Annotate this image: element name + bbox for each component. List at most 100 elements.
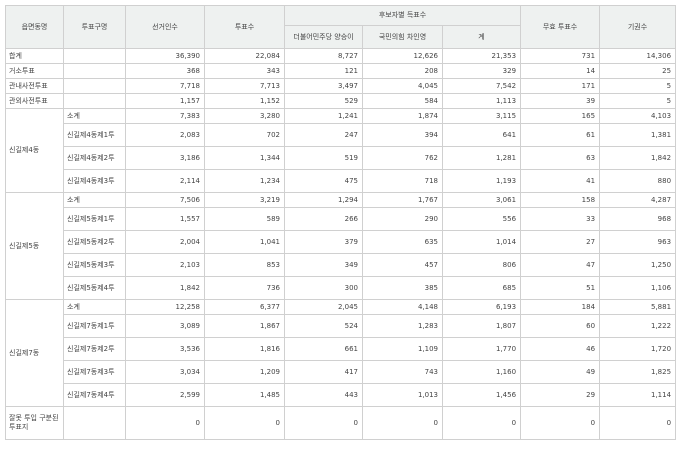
value-cell: 519 [284,146,363,170]
value-cell: 762 [362,146,443,170]
value-cell: 1,281 [441,146,522,170]
vote-type-cell: 신길제7동제1투 [63,314,126,338]
vote-type-cell [63,48,126,64]
table-row: 신길제5동제2투 2,004 1,041 379 635 1,014 27 963 [6,230,677,254]
value-cell: 2,083 [125,123,205,147]
value-cell: 3,115 [441,108,522,124]
vote-type-cell [63,78,126,94]
district-cell: 잘못 투입 구분된 투표지 [5,406,64,440]
value-cell: 36,390 [125,48,205,64]
value-cell: 1,842 [599,146,677,170]
value-cell: 33 [520,207,601,231]
header-candidate-total: 계 [441,25,522,49]
value-cell: 8,727 [284,48,363,64]
value-cell: 2,103 [125,253,205,277]
value-cell: 6,377 [204,299,285,315]
value-cell: 1,241 [284,108,363,124]
table-row: 관외사전투표 1,157 1,152 529 584 1,113 39 5 [5,93,677,109]
value-cell: 1,014 [441,230,522,254]
value-cell: 1,013 [362,383,443,407]
table-row: 관내사전투표 7,718 7,713 3,497 4,045 7,542 171 5 [5,78,677,94]
value-cell: 61 [520,123,601,147]
value-cell: 3,219 [204,192,285,208]
table-row: 신길제7동제1투 3,089 1,867 524 1,283 1,807 60 1,222 [6,314,677,338]
value-cell: 3,186 [125,146,205,170]
value-cell: 641 [441,123,522,147]
value-cell: 2,599 [125,383,205,407]
vote-type-cell: 신길제7동제2투 [63,337,126,361]
value-cell: 46 [520,337,601,361]
table-row: 신길제4동 소계 7,383 3,280 1,241 1,874 3,115 165 4,103 [5,108,677,193]
election-results-table: 읍면동명 투표구명 선거인수 투표수 후보자별 득표수 무효 투표수 기권수 더… [5,5,677,440]
value-cell: 121 [284,63,363,79]
value-cell: 165 [520,108,601,124]
value-cell: 1,234 [204,169,285,193]
table-row: 합계 36,390 22,084 8,727 12,626 21,353 731 14,306 [5,48,677,64]
district-cell: 신길제7동 [5,299,64,407]
value-cell: 4,045 [362,78,443,94]
value-cell: 49 [520,360,601,384]
value-cell: 0 [362,406,443,440]
header-row-bottom: 더불어민주당 양승이 국민의힘 차인영 계 [6,25,676,49]
vote-type-cell [63,63,126,79]
value-cell: 2,114 [125,169,205,193]
value-cell: 880 [599,169,677,193]
table-row: 신길제5동 소계 7,506 3,219 1,294 1,767 3,061 158 4,287 [5,192,677,300]
value-cell: 5 [599,93,677,109]
value-cell: 1,114 [599,383,677,407]
value-cell: 300 [284,276,363,300]
value-cell: 1,456 [441,383,522,407]
value-cell: 853 [204,253,285,277]
value-cell: 968 [599,207,677,231]
value-cell: 0 [599,406,677,440]
value-cell: 743 [362,360,443,384]
value-cell: 417 [284,360,363,384]
value-cell: 1,874 [362,108,443,124]
table-row: 신길제5동제1투 1,557 589 266 290 556 33 968 [6,207,677,231]
value-cell: 3,497 [284,78,363,94]
value-cell: 14,306 [599,48,677,64]
value-cell: 731 [520,48,601,64]
value-cell: 12,258 [125,299,205,315]
value-cell: 529 [284,93,363,109]
header-row-top: 읍면동명 투표구명 선거인수 투표수 후보자별 득표수 무효 투표수 기권수 [5,5,677,49]
value-cell: 718 [362,169,443,193]
vote-type-cell: 소계 [63,192,126,208]
value-cell: 635 [362,230,443,254]
district-cell: 신길제5동 [5,192,64,300]
value-cell: 14 [520,63,601,79]
header-district: 읍면동명 [5,5,64,49]
value-cell: 1,770 [441,337,522,361]
value-cell: 1,816 [204,337,285,361]
value-cell: 379 [284,230,363,254]
district-cell: 합계 [5,48,64,64]
value-cell: 41 [520,169,601,193]
value-cell: 661 [284,337,363,361]
vote-type-cell: 신길제5동제4투 [63,276,126,300]
value-cell: 4,287 [599,192,677,208]
value-cell: 443 [284,383,363,407]
header-candidate-1: 더불어민주당 양승이 [284,25,363,49]
vote-type-cell [63,406,126,440]
table-row: 신길제4동제2투 3,186 1,344 519 762 1,281 63 1,842 [6,146,677,170]
value-cell: 39 [520,93,601,109]
value-cell: 1,193 [441,169,522,193]
value-cell: 1,109 [362,337,443,361]
value-cell: 368 [125,63,205,79]
value-cell: 1,557 [125,207,205,231]
value-cell: 184 [520,299,601,315]
table-row: 신길제7동제4투 2,599 1,485 443 1,013 1,456 29 1,114 [6,383,677,407]
value-cell: 806 [441,253,522,277]
header-invalid: 무효 투표수 [520,5,601,49]
value-cell: 1,160 [441,360,522,384]
header-abstain: 기권수 [599,5,677,49]
vote-type-cell: 신길제7동제4투 [63,383,126,407]
value-cell: 171 [520,78,601,94]
value-cell: 0 [284,406,363,440]
vote-type-cell: 신길제7동제3투 [63,360,126,384]
value-cell: 349 [284,253,363,277]
value-cell: 1,485 [204,383,285,407]
value-cell: 22,084 [204,48,285,64]
vote-type-cell: 신길제4동제3투 [63,169,126,193]
district-cell: 신길제4동 [5,108,64,193]
